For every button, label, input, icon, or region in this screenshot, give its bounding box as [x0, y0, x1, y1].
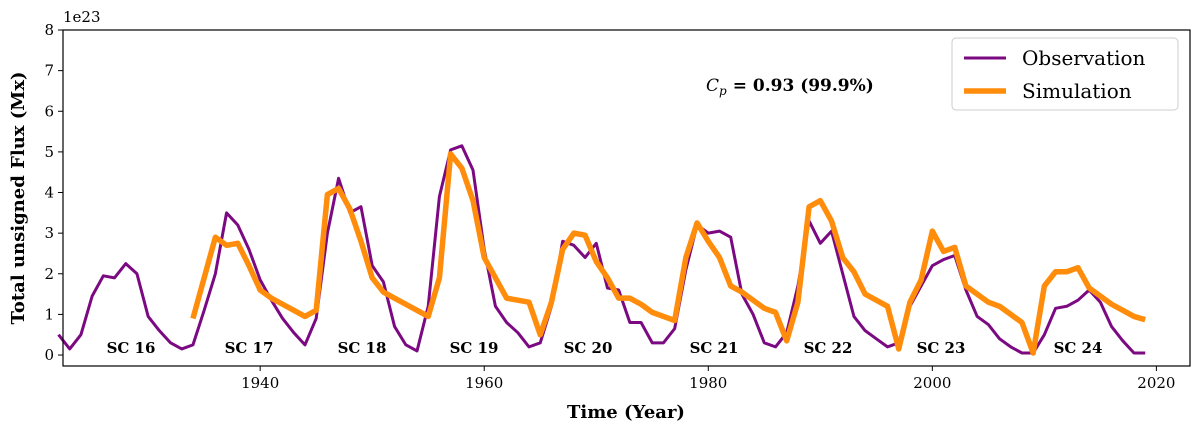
- annotation: Cp = 0.93 (99.9%): [706, 76, 874, 98]
- y-tick-label: 5: [44, 143, 54, 161]
- x-tick-label: 2020: [1137, 374, 1175, 392]
- annotation-text: = 0.93 (99.9%): [733, 76, 874, 96]
- cycle-label: SC 17: [225, 339, 274, 357]
- y-tick-label: 6: [44, 102, 54, 120]
- cycle-label: SC 18: [338, 339, 387, 357]
- y-tick-label: 8: [44, 21, 54, 39]
- series-line: [190, 151, 1146, 356]
- cycle-label: SC 21: [690, 339, 739, 357]
- y-tick-label: 0: [44, 346, 54, 364]
- cycle-label: SC 20: [564, 339, 613, 357]
- annotation-symbol: C: [706, 76, 719, 96]
- x-tick-label: 1960: [465, 374, 503, 392]
- cycle-label: SC 24: [1054, 339, 1103, 357]
- legend-box: [951, 37, 1179, 111]
- y-tick-label: 1: [44, 305, 54, 323]
- y-tick-label: 7: [44, 62, 54, 80]
- annotation-subscript: p: [719, 84, 727, 98]
- x-axis-label: Time (Year): [567, 402, 685, 423]
- cycle-label: SC 23: [917, 339, 966, 357]
- y-offset-label: 1e23: [63, 8, 101, 26]
- x-tick-label: 1980: [689, 374, 727, 392]
- y-tick-label: 3: [44, 224, 54, 242]
- cycle-label: SC 16: [107, 339, 156, 357]
- legend-label: Observation: [1022, 46, 1146, 70]
- y-tick-label: 2: [44, 265, 54, 283]
- plot-frame: [62, 29, 1191, 367]
- y-axis-label: Total unsigned Flux (Mx): [8, 72, 29, 325]
- cycle-label: SC 19: [450, 339, 499, 357]
- x-tick-label: 1940: [241, 374, 279, 392]
- cycle-label: SC 22: [804, 339, 853, 357]
- x-tick-label: 2000: [913, 374, 951, 392]
- y-tick-label: 4: [44, 184, 54, 202]
- legend-label: Simulation: [1022, 79, 1132, 103]
